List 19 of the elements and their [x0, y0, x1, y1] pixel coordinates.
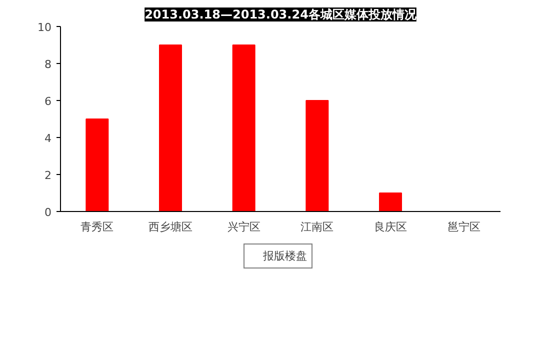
y-tick-label: 4 [44, 132, 52, 145]
bar [306, 100, 329, 212]
x-tick-label: 西乡塘区 [148, 220, 192, 234]
bar [86, 118, 109, 212]
bar [232, 44, 256, 212]
x-tick-label: 邕宁区 [447, 220, 480, 234]
x-tick-label: 良庆区 [374, 220, 407, 234]
text: 报版楼盘 [263, 248, 307, 264]
x-tick-label: 江南区 [300, 220, 334, 234]
y-tick-label: 2 [44, 169, 52, 182]
bar [159, 44, 182, 212]
y-tick-label: 8 [44, 58, 52, 71]
chart-title: 2013.03.18—2013.03.24各城区媒体投放情况 [144, 8, 418, 22]
y-tick-label: 6 [44, 95, 52, 108]
x-tick-label: 兴宁区 [227, 220, 260, 234]
y-tick-label: 0 [44, 206, 52, 219]
y-tick-label: 10 [38, 21, 52, 34]
bar [379, 192, 402, 212]
x-tick-label: 青秀区 [80, 220, 114, 234]
